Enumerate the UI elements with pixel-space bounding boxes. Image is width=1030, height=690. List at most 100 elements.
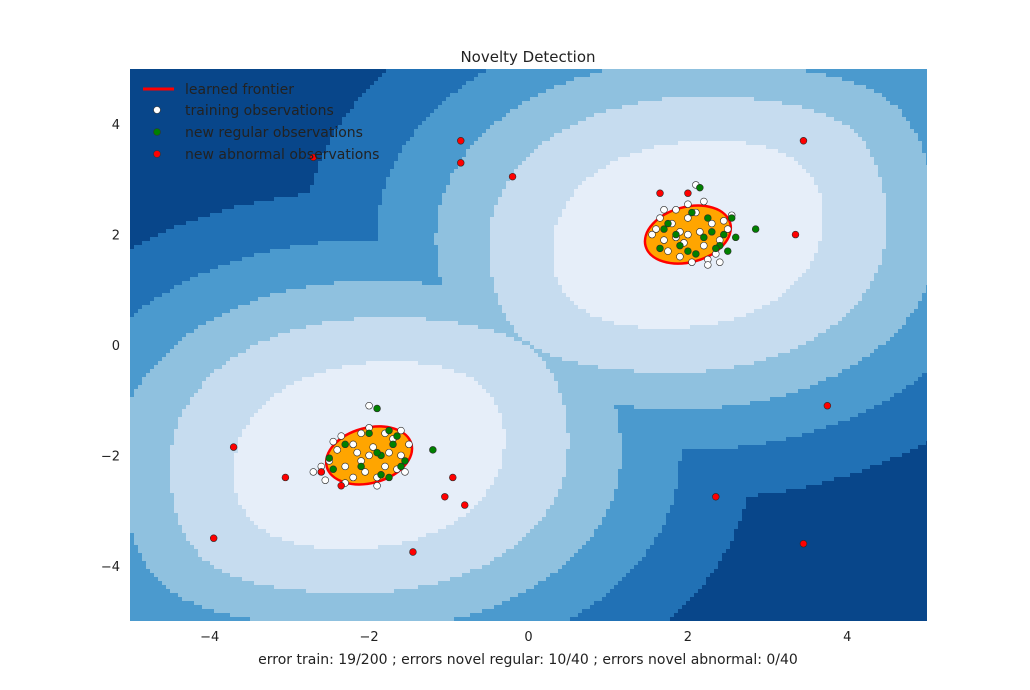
- abnormal-point: [461, 501, 469, 509]
- regular-point: [712, 244, 720, 253]
- abnormal-point: [317, 468, 325, 476]
- training-point: [365, 451, 373, 460]
- training-point: [648, 230, 656, 239]
- training-point: [672, 206, 680, 214]
- training-point: [696, 228, 704, 236]
- training-point: [309, 468, 318, 476]
- regular-point: [357, 462, 365, 471]
- chart-title: Novelty Detection: [460, 48, 595, 66]
- regular-point: [724, 247, 732, 255]
- legend: learned frontier training observations n…: [143, 82, 379, 163]
- training-point: [700, 197, 708, 206]
- abnormal-point: [791, 230, 800, 239]
- training-point: [664, 247, 672, 255]
- training-point: [704, 261, 712, 269]
- training-point: [329, 437, 337, 446]
- training-point: [349, 473, 357, 482]
- abnormal-point: [209, 534, 218, 542]
- legend-label-abnormal: new abnormal observations: [185, 147, 379, 163]
- training-point: [720, 217, 728, 225]
- regular-point: [377, 471, 385, 479]
- y-axis-ticks: −4 −2 0 2 4: [101, 118, 120, 575]
- regular-point: [393, 432, 401, 440]
- regular-point: [700, 233, 708, 242]
- training-point: [684, 214, 692, 222]
- regular-point: [692, 250, 700, 258]
- regular-point: [373, 448, 381, 457]
- regular-point: [385, 473, 393, 482]
- contour-level-4: [170, 97, 886, 593]
- training-point: [353, 448, 361, 457]
- regular-point: [329, 465, 337, 473]
- training-point: [361, 468, 369, 476]
- regular-point: [325, 454, 333, 462]
- training-point: [381, 462, 389, 471]
- regular-point: [696, 183, 704, 192]
- regular-point: [751, 225, 760, 233]
- abnormal-point: [508, 172, 517, 181]
- legend-marker-abnormal: [153, 150, 161, 158]
- training-point: [688, 258, 696, 266]
- new-abnormal-observations: [209, 137, 832, 556]
- regular-point: [656, 244, 664, 253]
- training-point: [365, 402, 373, 410]
- regular-point: [684, 247, 692, 255]
- y-tick-label: 0: [112, 339, 120, 354]
- training-point: [337, 432, 345, 440]
- regular-point: [664, 219, 672, 228]
- training-point: [684, 200, 692, 208]
- x-tick-label: 2: [684, 630, 692, 645]
- training-point: [397, 426, 405, 435]
- training-point: [349, 440, 357, 449]
- regular-point: [688, 208, 696, 217]
- training-point: [652, 225, 660, 233]
- regular-point: [365, 429, 373, 438]
- training-point: [676, 252, 684, 261]
- legend-label-regular: new regular observations: [185, 125, 363, 141]
- legend-label-training: training observations: [185, 103, 334, 119]
- training-point: [373, 482, 381, 490]
- x-axis-ticks: −4 −2 0 2 4: [200, 630, 851, 645]
- abnormal-point: [457, 159, 465, 167]
- abnormal-point: [309, 153, 318, 162]
- abnormal-point: [229, 443, 238, 451]
- legend-label-frontier: learned frontier: [185, 82, 294, 98]
- x-tick-label: −2: [360, 630, 379, 645]
- abnormal-point: [656, 189, 664, 197]
- training-point: [385, 448, 393, 457]
- abnormal-point: [684, 189, 692, 197]
- training-point: [341, 462, 349, 471]
- training-point: [333, 446, 341, 454]
- regular-point: [389, 440, 397, 449]
- training-point: [321, 476, 329, 484]
- training-point: [369, 443, 377, 451]
- abnormal-point: [441, 493, 449, 501]
- abnormal-point: [281, 473, 290, 482]
- training-point: [357, 429, 365, 438]
- training-point: [660, 206, 668, 214]
- plot-area: [130, 69, 927, 621]
- abnormal-point: [449, 473, 457, 482]
- training-point: [716, 258, 724, 266]
- training-point: [708, 219, 716, 228]
- regular-point: [401, 457, 409, 465]
- abnormal-point: [457, 137, 465, 145]
- legend-marker-regular: [153, 128, 161, 136]
- abnormal-point: [799, 137, 808, 145]
- regular-point: [385, 426, 393, 435]
- regular-point: [397, 462, 405, 471]
- regular-point: [672, 230, 680, 239]
- training-point: [660, 236, 668, 244]
- abnormal-point: [337, 482, 345, 490]
- training-point: [656, 214, 664, 222]
- training-point: [684, 230, 692, 239]
- training-point: [405, 440, 413, 449]
- abnormal-point: [823, 402, 832, 410]
- x-tick-label: 4: [843, 630, 851, 645]
- regular-point: [429, 446, 437, 454]
- regular-point: [660, 225, 668, 233]
- training-point: [724, 225, 732, 233]
- regular-point: [708, 228, 716, 236]
- training-point: [397, 451, 405, 460]
